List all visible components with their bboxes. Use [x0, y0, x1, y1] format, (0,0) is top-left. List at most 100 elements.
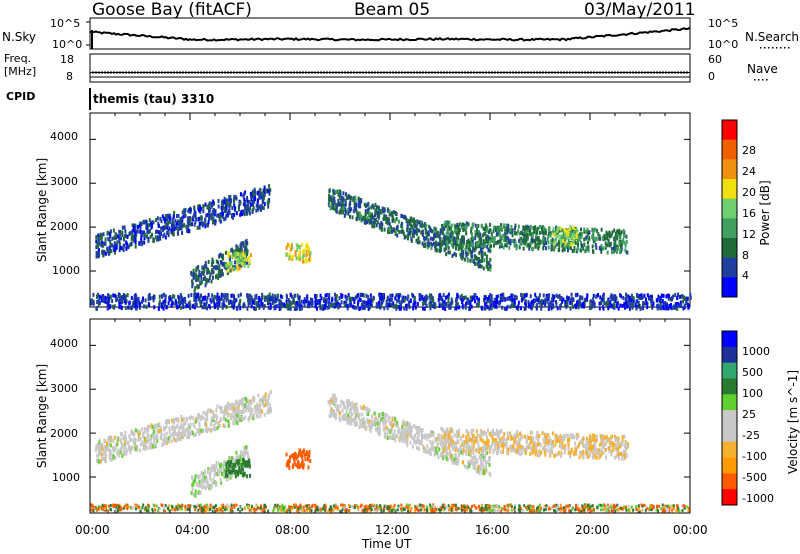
power-echo — [525, 229, 528, 234]
power-echo — [556, 242, 559, 247]
power-hotspot — [299, 249, 302, 254]
power-echo — [204, 224, 207, 229]
power-echo — [412, 306, 415, 311]
power-echo — [206, 223, 209, 228]
velocity-echo — [248, 416, 251, 421]
power-echo — [448, 232, 451, 237]
power-echo — [225, 202, 228, 207]
velocity-echo — [127, 444, 130, 449]
velocity-echo — [204, 418, 207, 423]
velocity-echo — [212, 477, 215, 482]
power-echo — [474, 223, 477, 228]
velocity-echo — [199, 490, 202, 495]
power-echo — [106, 293, 109, 298]
velocity-echo — [268, 393, 271, 398]
power-echo — [390, 225, 393, 230]
power-echo — [268, 292, 271, 297]
velocity-echo — [227, 419, 230, 424]
power-echo — [416, 227, 419, 232]
velocity-echo — [208, 486, 211, 491]
power-echo — [477, 264, 480, 269]
power-echo — [245, 248, 248, 253]
velocity-echo — [247, 417, 250, 422]
power-echo — [122, 293, 125, 298]
power-echo — [176, 231, 179, 236]
nave-dot — [758, 79, 760, 81]
power-echo — [244, 247, 247, 252]
velocity-echo — [210, 422, 213, 427]
power-echo — [250, 297, 253, 302]
power-echo — [331, 194, 334, 199]
power-echo — [204, 264, 207, 269]
power-echo — [513, 243, 516, 248]
velocity-echo — [228, 420, 231, 425]
power-echo — [350, 207, 353, 212]
power-echo — [95, 235, 98, 240]
power-echo — [225, 206, 228, 211]
power-echo — [427, 238, 430, 243]
velocity-echo — [99, 447, 102, 452]
power-echo — [228, 209, 231, 214]
power-echo — [148, 302, 151, 307]
power-echo — [404, 216, 407, 221]
power-echo — [362, 215, 365, 220]
power-echo — [608, 304, 611, 309]
velocity-echo — [188, 416, 191, 421]
power-echo — [357, 299, 360, 304]
velocity-echo — [134, 428, 137, 433]
power-echo — [442, 237, 445, 242]
velocity-echo — [252, 398, 255, 403]
velocity-echo — [350, 421, 353, 426]
power-hotspot — [568, 233, 571, 238]
power-echo — [528, 243, 531, 248]
velocity-echo — [233, 416, 236, 421]
power-echo — [561, 228, 564, 233]
power-echo — [659, 295, 662, 300]
power-echo — [261, 302, 264, 307]
power-echo — [434, 234, 437, 239]
power-echo — [191, 281, 194, 286]
power-echo — [411, 228, 414, 233]
power-echo — [97, 233, 100, 238]
power-echo — [325, 297, 328, 302]
power-echo — [95, 245, 98, 250]
power-echo — [475, 241, 478, 246]
power-echo — [582, 246, 585, 251]
power-echo — [554, 237, 557, 242]
power-echo — [601, 294, 604, 299]
power-echo — [530, 300, 533, 305]
velocity-echo — [202, 415, 205, 420]
power-echo — [348, 206, 351, 211]
power-echo — [366, 304, 369, 309]
power-echo — [626, 294, 629, 299]
power-echo — [157, 235, 160, 240]
velocity-echo — [215, 413, 218, 418]
power-echo — [662, 304, 665, 309]
power-echo — [195, 278, 198, 283]
power-echo — [388, 212, 391, 217]
power-echo — [656, 306, 659, 311]
power-echo — [237, 248, 240, 253]
power-echo — [517, 300, 520, 305]
power-echo — [425, 303, 428, 308]
velocity-echo — [189, 432, 192, 437]
power-echo — [207, 203, 210, 208]
power-echo — [549, 300, 552, 305]
velocity-echo — [238, 400, 241, 405]
power-echo — [498, 225, 501, 230]
power-echo — [601, 298, 604, 303]
power-echo — [496, 231, 499, 236]
power-echo — [460, 247, 463, 252]
velocity-cbtick-1000: 1000 — [742, 345, 770, 358]
power-echo — [160, 293, 163, 298]
power-echo — [392, 227, 395, 232]
velocity-echo — [159, 425, 162, 430]
power-echo — [579, 302, 582, 307]
power-echo — [620, 230, 623, 235]
power-echo — [372, 220, 375, 225]
velocity-echo — [143, 429, 146, 434]
velocity-echo — [142, 434, 145, 439]
power-echo — [160, 302, 163, 307]
power-echo — [252, 300, 255, 305]
power-echo — [353, 205, 356, 210]
